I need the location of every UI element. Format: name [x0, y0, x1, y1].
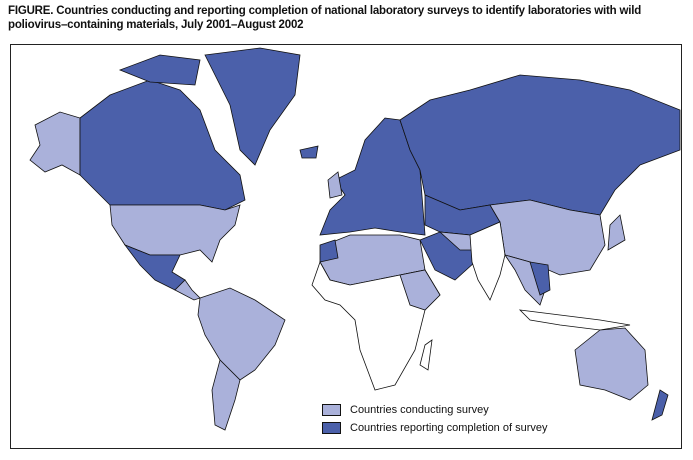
central-america: [174, 279, 201, 301]
legend-swatch-completed: [322, 422, 341, 434]
legend-swatch-conducting: [322, 404, 341, 416]
legend-label: Countries conducting survey: [350, 404, 489, 416]
alaska: [29, 111, 81, 176]
indonesia: [518, 309, 631, 331]
russia: [399, 74, 681, 216]
south-asia: [469, 221, 506, 301]
australia: [574, 327, 649, 401]
map-legend: Countries conducting survey Countries re…: [322, 401, 547, 437]
south-america-south: [211, 359, 241, 431]
indochina: [529, 261, 551, 296]
madagascar: [419, 339, 433, 371]
legend-item-conducting: Countries conducting survey: [322, 401, 547, 419]
east-africa: [399, 269, 441, 311]
new-zealand: [651, 389, 669, 421]
uk: [327, 171, 343, 199]
iceland: [299, 145, 319, 159]
south-america-north: [197, 287, 286, 381]
usa: [109, 204, 241, 263]
figure-title: FIGURE. Countries conducting and reporti…: [8, 5, 642, 31]
japan: [607, 214, 626, 251]
legend-label: Countries reporting completion of survey: [350, 422, 548, 434]
legend-item-completed: Countries reporting completion of survey: [322, 419, 547, 437]
canada-islands: [118, 54, 201, 86]
morocco: [319, 239, 339, 263]
map-frame: [10, 44, 682, 449]
greenland: [204, 47, 301, 166]
canada: [79, 79, 246, 211]
